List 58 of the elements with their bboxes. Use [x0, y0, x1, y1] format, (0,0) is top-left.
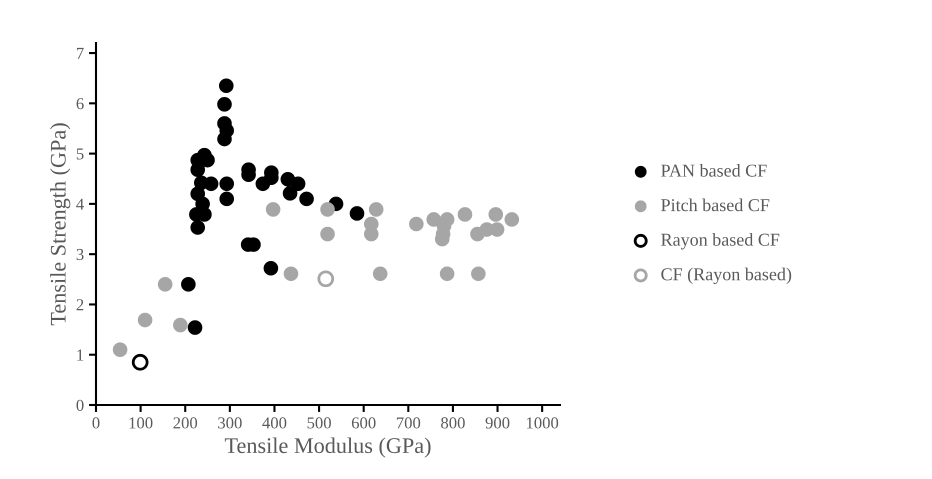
x-axis-title: Tensile Modulus (GPa) [224, 437, 431, 458]
point [426, 212, 442, 227]
x-tick-label: 100 [130, 417, 152, 429]
point [350, 206, 364, 221]
legend-label: Rayon based CF [661, 233, 780, 250]
x-tick-label: 600 [352, 417, 376, 429]
point [320, 202, 335, 217]
point [471, 266, 486, 282]
point [217, 132, 232, 146]
point [266, 202, 280, 217]
point [188, 320, 202, 335]
x-tick-label: 500 [308, 417, 331, 429]
point [488, 207, 504, 222]
point [204, 176, 218, 192]
point [190, 220, 206, 235]
y-tick-label: 5 [76, 148, 84, 160]
x-tick-label: 200 [173, 417, 198, 429]
point [320, 226, 335, 242]
point [217, 97, 232, 112]
point [440, 266, 454, 282]
point [219, 192, 234, 206]
point [218, 78, 234, 94]
y-tick-label: 4 [76, 198, 84, 210]
point [458, 207, 472, 222]
x-tick-label: 800 [441, 417, 465, 429]
point [219, 176, 234, 192]
point [158, 277, 172, 292]
point [299, 192, 314, 206]
point [368, 202, 384, 217]
y-tick-label: 3 [76, 248, 84, 260]
y-tick-label: 7 [76, 48, 84, 59]
point [264, 260, 278, 276]
legend-label: CF (Rayon based) [661, 268, 792, 284]
point [138, 312, 152, 328]
point [317, 270, 334, 288]
point [284, 266, 298, 282]
point [173, 318, 188, 332]
y-tick-label: 0 [76, 400, 84, 411]
point [409, 216, 424, 232]
x-tick-label: 0 [92, 417, 100, 429]
legend-label: Pitch based CF [661, 198, 770, 212]
point [181, 277, 196, 292]
legend-label: PAN based CF [661, 164, 767, 177]
point [282, 186, 298, 201]
point [290, 176, 306, 192]
y-tick-label: 6 [76, 98, 84, 110]
point [504, 212, 520, 227]
point [132, 354, 149, 371]
x-tick-label: 900 [486, 417, 510, 429]
point [372, 266, 388, 282]
y-tick-label: 2 [76, 299, 84, 310]
x-tick-label: 1000 [526, 417, 558, 429]
x-tick-label: 700 [396, 417, 420, 429]
x-tick-label: 300 [218, 417, 242, 429]
y-axis-title: Tensile Strength (GPa) [50, 123, 70, 326]
point [112, 342, 128, 357]
x-tick-label: 400 [262, 417, 286, 429]
y-tick-label: 1 [77, 350, 84, 361]
